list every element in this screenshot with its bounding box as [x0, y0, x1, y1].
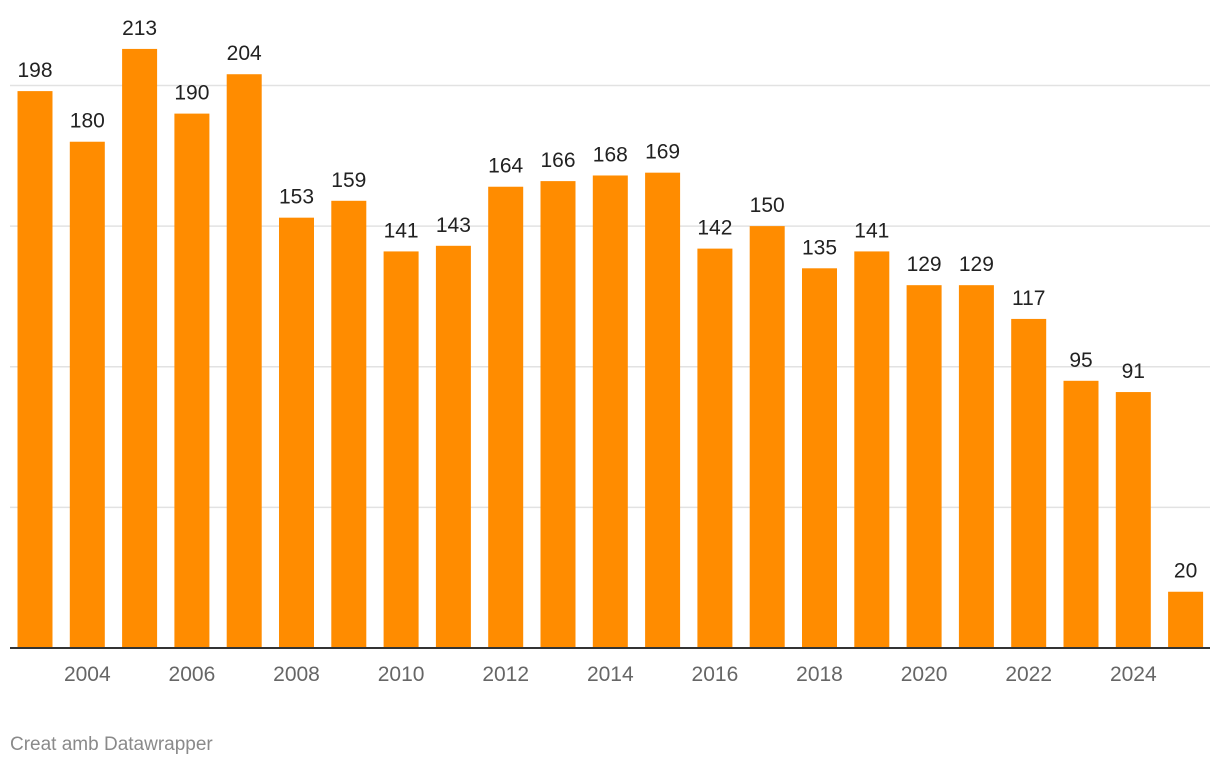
- bar-2020: [906, 285, 942, 648]
- data-label-2004: 180: [70, 110, 105, 133]
- x-tick-label-2012: 2012: [482, 663, 529, 686]
- data-label-2024: 91: [1122, 360, 1145, 383]
- data-label-2014: 168: [593, 143, 628, 166]
- data-label-2012: 164: [488, 155, 523, 178]
- x-tick-label-2008: 2008: [273, 663, 320, 686]
- x-tick-label-2022: 2022: [1005, 663, 1052, 686]
- data-label-2010: 141: [384, 219, 419, 242]
- bar-2021: [958, 285, 994, 648]
- data-label-2017: 150: [750, 194, 785, 217]
- x-tick-label-2014: 2014: [587, 663, 634, 686]
- bar-2023: [1063, 380, 1099, 648]
- bar-2010: [383, 251, 419, 648]
- bar-2018: [802, 268, 837, 648]
- x-tick-label-2006: 2006: [169, 663, 216, 686]
- bar-2017: [749, 226, 785, 649]
- x-axis-ticks: 2004 2006 2008 2010 2012 2014 2016 2018 2020 2022…: [64, 663, 1157, 686]
- data-label-2008: 153: [279, 186, 314, 209]
- bar-2013: [540, 181, 576, 648]
- credit-text: Creat amb Datawrapper: [10, 734, 213, 755]
- data-label-2009: 159: [331, 169, 366, 192]
- x-tick-label-2016: 2016: [692, 663, 739, 686]
- bar-2005: [122, 48, 158, 648]
- data-label-2011: 143: [436, 214, 471, 237]
- data-label-2018: 135: [802, 236, 837, 259]
- x-tick-label-2024: 2024: [1110, 663, 1157, 686]
- bar-2006: [174, 113, 210, 648]
- bar-2016: [697, 248, 733, 649]
- x-tick-label-2020: 2020: [901, 663, 948, 686]
- bars: [17, 48, 1204, 649]
- data-label-2019: 141: [854, 219, 889, 242]
- x-tick-label-2004: 2004: [64, 663, 111, 686]
- bar-2008: [279, 217, 314, 649]
- bar-2024: [1115, 392, 1151, 648]
- data-label-2013: 166: [540, 149, 575, 172]
- bar-2015: [645, 172, 681, 648]
- data-label-2005: 213: [122, 17, 157, 40]
- bar-2022: [1011, 318, 1047, 648]
- x-tick-label-2018: 2018: [796, 663, 843, 686]
- bar-2004: [69, 141, 105, 648]
- bar-2007: [226, 74, 262, 648]
- data-label-2023: 95: [1069, 349, 1092, 372]
- bar-2025: [1168, 591, 1204, 648]
- bar-2012: [488, 186, 524, 649]
- data-label-2007: 204: [227, 42, 262, 65]
- bar-2019: [854, 251, 890, 648]
- data-label-2022: 117: [1012, 287, 1045, 310]
- bar-2011: [435, 245, 471, 648]
- x-tick-label-2010: 2010: [378, 663, 425, 686]
- data-label-2025: 20: [1174, 560, 1197, 583]
- data-label-2021: 129: [959, 253, 994, 276]
- bar-2014: [592, 175, 628, 648]
- data-label-2006: 190: [174, 82, 209, 105]
- bar-2003: [17, 91, 53, 648]
- bar-chart: 198 180 213 190 204 153 159 141 143 164 166 168 169 1…: [10, 17, 1210, 686]
- data-label-2015: 169: [645, 141, 680, 164]
- data-label-2020: 129: [907, 253, 942, 276]
- bar-2009: [331, 200, 367, 648]
- data-label-2016: 142: [697, 217, 732, 240]
- data-labels: 198 180 213 190 204 153 159 141 143 164 166 168 169 1…: [17, 17, 1197, 583]
- data-label-2003: 198: [17, 59, 52, 82]
